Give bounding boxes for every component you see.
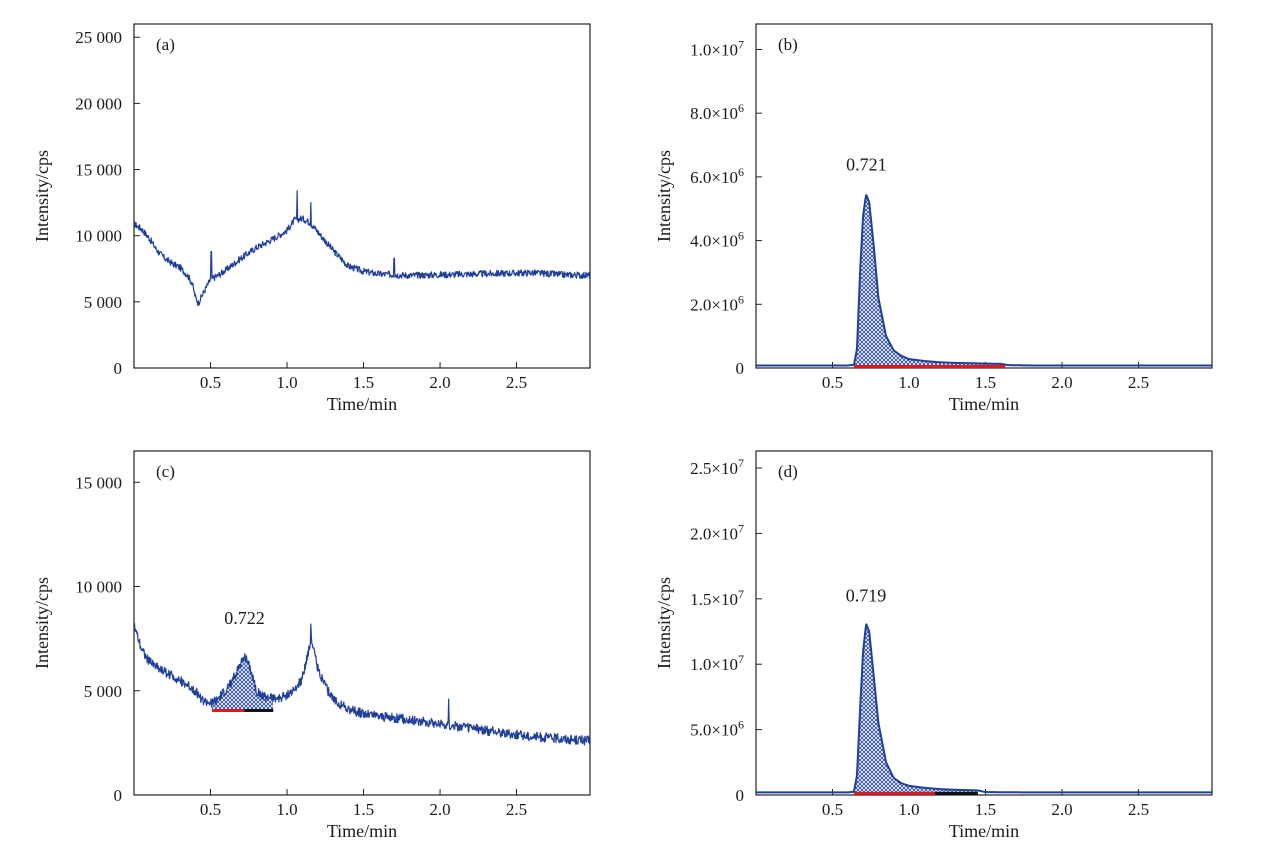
x-tick-label: 0.5 bbox=[822, 373, 843, 392]
x-tick-label: 1.0 bbox=[898, 373, 919, 392]
x-tick-label: 1.5 bbox=[975, 373, 996, 392]
x-tick-label: 2.0 bbox=[429, 800, 450, 819]
peak-retention-label: 0.719 bbox=[846, 585, 887, 605]
plot-frame bbox=[755, 450, 1213, 796]
x-tick-label: 1.5 bbox=[353, 373, 374, 392]
y-tick-label: 2.0×106 bbox=[690, 292, 744, 314]
peak-retention-label: 0.721 bbox=[846, 155, 887, 175]
y-axis-label: Intensity/cps bbox=[654, 577, 674, 669]
y-tick-label: 10 000 bbox=[75, 227, 122, 246]
y-tick-label: 0 bbox=[114, 359, 123, 378]
y-tick-label: 5 000 bbox=[84, 682, 122, 701]
x-tick-label: 2.0 bbox=[429, 373, 450, 392]
x-tick-label: 1.0 bbox=[276, 373, 297, 392]
chromatogram-trace bbox=[755, 623, 1213, 794]
y-tick-label: 20 000 bbox=[75, 94, 122, 113]
y-tick-label: 15 000 bbox=[75, 473, 122, 492]
y-tick-label: 6.0×106 bbox=[690, 165, 744, 187]
x-tick-label: 1.0 bbox=[276, 800, 297, 819]
y-tick-label: 8.0×106 bbox=[690, 101, 744, 123]
x-tick-label: 0.5 bbox=[822, 800, 843, 819]
chromatogram-trace bbox=[133, 190, 591, 306]
x-axis-label: Time/min bbox=[327, 394, 397, 414]
y-axis-label: Intensity/cps bbox=[32, 577, 52, 669]
x-tick-label: 0.5 bbox=[200, 800, 221, 819]
integrated-peak-area bbox=[853, 624, 978, 793]
x-tick-label: 2.0 bbox=[1051, 373, 1072, 392]
x-tick-label: 1.0 bbox=[898, 800, 919, 819]
peak-retention-label: 0.722 bbox=[224, 608, 265, 628]
chart-panel-4: 0.5 1.0 1.5 2.0 2.5 0 5.0×106 1.0×107 1.5×107 2.0… bbox=[654, 450, 1213, 841]
y-tick-label: 0 bbox=[736, 359, 745, 378]
integrated-peak-area bbox=[212, 653, 274, 710]
x-tick-label: 2.5 bbox=[506, 800, 527, 819]
x-tick-label: 2.5 bbox=[1128, 373, 1149, 392]
x-axis-label: Time/min bbox=[949, 394, 1019, 414]
chart-panel-1: 0.5 1.0 1.5 2.0 2.5 0 5 000 10 000 15 000 20 000 2… bbox=[32, 23, 591, 414]
y-tick-label: 1.0×107 bbox=[690, 37, 744, 59]
plot-frame bbox=[133, 23, 591, 369]
y-axis-label: Intensity/cps bbox=[654, 150, 674, 242]
y-tick-label: 10 000 bbox=[75, 578, 122, 597]
x-tick-label: 1.5 bbox=[353, 800, 374, 819]
y-axis-label: Intensity/cps bbox=[32, 150, 52, 242]
chart-panel-3: 0.5 1.0 1.5 2.0 2.5 0 5 000 10 000 15 000 Time/mi… bbox=[32, 450, 591, 841]
y-tick-label: 0 bbox=[736, 786, 745, 805]
integrated-peak-area bbox=[853, 195, 1006, 366]
y-tick-label: 5 000 bbox=[84, 293, 122, 312]
x-axis-label: Time/min bbox=[949, 821, 1019, 841]
x-tick-label: 2.0 bbox=[1051, 800, 1072, 819]
y-tick-label: 1.5×107 bbox=[690, 587, 744, 609]
panel-label: (d) bbox=[778, 462, 798, 481]
plot-frame bbox=[755, 23, 1213, 369]
x-axis-label: Time/min bbox=[327, 821, 397, 841]
y-tick-label: 5.0×106 bbox=[690, 718, 744, 740]
y-tick-label: 1.0×107 bbox=[690, 652, 744, 674]
plot-frame bbox=[133, 450, 591, 796]
chart-panel-2: 0.5 1.0 1.5 2.0 2.5 0 2.0×106 4.0×106 6.0×106 8.0… bbox=[654, 23, 1213, 414]
panel-label: (c) bbox=[156, 462, 175, 481]
x-tick-label: 2.5 bbox=[1128, 800, 1149, 819]
chromatogram-trace bbox=[133, 622, 591, 746]
x-tick-label: 0.5 bbox=[200, 373, 221, 392]
x-tick-label: 2.5 bbox=[506, 373, 527, 392]
y-tick-label: 4.0×106 bbox=[690, 229, 744, 251]
y-tick-label: 25 000 bbox=[75, 28, 122, 47]
y-tick-label: 0 bbox=[114, 786, 123, 805]
panel-label: (b) bbox=[778, 35, 798, 54]
chromatogram-trace bbox=[755, 194, 1213, 367]
panel-label: (a) bbox=[156, 35, 175, 54]
y-tick-label: 15 000 bbox=[75, 161, 122, 180]
y-tick-label: 2.5×107 bbox=[690, 456, 744, 478]
x-tick-label: 1.5 bbox=[975, 800, 996, 819]
y-tick-label: 2.0×107 bbox=[690, 521, 744, 543]
